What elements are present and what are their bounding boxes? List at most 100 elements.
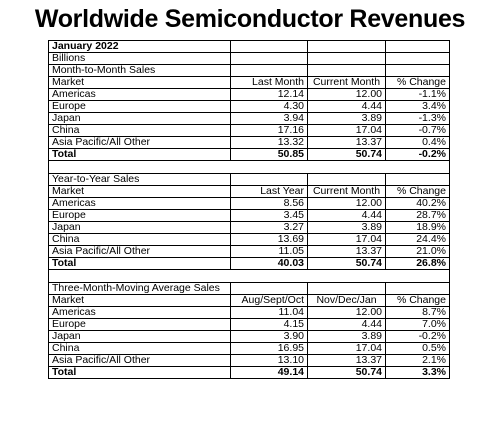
value-cell: -0.2% <box>385 330 450 343</box>
empty-cell <box>230 173 308 186</box>
value-cell: 17.04 <box>307 233 386 246</box>
value-cell: 0.4% <box>385 136 450 149</box>
table-row: Japan 3.27 3.89 18.9% <box>48 221 450 234</box>
value-cell: 13.37 <box>307 136 386 149</box>
value-cell: 3.90 <box>230 330 308 343</box>
value-cell: 13.69 <box>230 233 308 246</box>
table-row: Europe 3.45 4.44 28.7% <box>48 209 450 222</box>
section-title-row: Month-to-Month Sales <box>48 64 450 77</box>
column-header-row: Market Last Year Current Month% Change <box>48 185 450 198</box>
value-cell: 13.32 <box>230 136 308 149</box>
market-name: Americas <box>48 197 231 210</box>
value-cell: 4.15 <box>230 318 308 331</box>
column-header: Last Month <box>230 76 308 89</box>
column-header: Market <box>48 294 231 307</box>
value-cell: 7.0% <box>385 318 450 331</box>
value-cell: 12.00 <box>307 197 386 210</box>
market-name: China <box>48 342 231 355</box>
date-row: January 2022 <box>48 40 450 53</box>
table-row: Asia Pacific/All Other 11.05 13.37 21.0% <box>48 245 450 258</box>
value-cell: 3.45 <box>230 209 308 222</box>
value-cell: 28.7% <box>385 209 450 222</box>
value-cell: 11.05 <box>230 245 308 258</box>
value-cell: -0.7% <box>385 124 450 137</box>
column-header: Market <box>48 76 231 89</box>
table-row: Asia Pacific/All Other 13.32 13.37 0.4% <box>48 136 450 149</box>
total-value: -0.2% <box>385 148 450 161</box>
value-cell: -1.1% <box>385 88 450 101</box>
units-row: Billions <box>48 52 450 65</box>
total-row: Total 40.03 50.74 26.8% <box>48 257 450 270</box>
value-cell: 0.5% <box>385 342 450 355</box>
market-name: Europe <box>48 318 231 331</box>
total-row: Total 50.85 50.74 -0.2% <box>48 148 450 161</box>
market-name: Japan <box>48 112 231 125</box>
total-row: Total 49.14 50.74 3.3% <box>48 366 450 379</box>
empty-cell <box>230 64 308 77</box>
column-header: Current Month <box>307 76 386 89</box>
units-label: Billions <box>48 52 231 65</box>
total-value: 40.03 <box>230 257 308 270</box>
market-name: China <box>48 233 231 246</box>
date-label: January 2022 <box>48 40 231 53</box>
value-cell: 8.7% <box>385 306 450 319</box>
value-cell: 4.30 <box>230 100 308 113</box>
spacer-cell <box>48 269 450 283</box>
empty-cell <box>385 282 450 295</box>
market-name: Americas <box>48 306 231 319</box>
value-cell: 17.04 <box>307 124 386 137</box>
value-cell: 24.4% <box>385 233 450 246</box>
value-cell: 18.9% <box>385 221 450 234</box>
empty-cell <box>307 282 386 295</box>
market-name: Europe <box>48 209 231 222</box>
total-value: 3.3% <box>385 366 450 379</box>
table-row: Europe 4.30 4.44 3.4% <box>48 100 450 113</box>
table-row: Americas 11.04 12.00 8.7% <box>48 306 450 319</box>
value-cell: 8.56 <box>230 197 308 210</box>
table-row: China 16.95 17.04 0.5% <box>48 342 450 355</box>
empty-cell <box>230 282 308 295</box>
value-cell: -1.3% <box>385 112 450 125</box>
table-row: Americas 8.56 12.00 40.2% <box>48 197 450 210</box>
section-title: Three-Month-Moving Average Sales <box>48 282 231 295</box>
value-cell: 3.89 <box>307 330 386 343</box>
total-value: 50.85 <box>230 148 308 161</box>
column-header-row: Market Aug/Sept/Oct Nov/Dec/Jan% Change <box>48 294 450 307</box>
value-cell: 13.37 <box>307 245 386 258</box>
value-cell: 3.89 <box>307 221 386 234</box>
column-header-row: Market Last Month Current Month% Change <box>48 76 450 89</box>
total-value: 26.8% <box>385 257 450 270</box>
value-cell: 3.94 <box>230 112 308 125</box>
value-cell: 16.95 <box>230 342 308 355</box>
page-title: Worldwide Semiconductor Revenues <box>34 5 466 33</box>
value-cell: 17.04 <box>307 342 386 355</box>
total-value: 49.14 <box>230 366 308 379</box>
market-name: Americas <box>48 88 231 101</box>
empty-cell <box>385 173 450 186</box>
section-title-row: Year-to-Year Sales <box>48 173 450 186</box>
value-cell: 4.44 <box>307 100 386 113</box>
market-name: Japan <box>48 330 231 343</box>
market-name: Asia Pacific/All Other <box>48 245 231 258</box>
spacer-cell <box>48 160 450 174</box>
empty-cell <box>307 64 386 77</box>
table-row: Americas 12.14 12.00 -1.1% <box>48 88 450 101</box>
value-cell: 12.00 <box>307 88 386 101</box>
column-header: % Change <box>385 294 450 307</box>
total-value: 50.74 <box>307 148 386 161</box>
value-cell: 21.0% <box>385 245 450 258</box>
column-header: % Change <box>385 185 450 198</box>
value-cell: 12.14 <box>230 88 308 101</box>
value-cell: 12.00 <box>307 306 386 319</box>
value-cell: 3.27 <box>230 221 308 234</box>
table-row: China 17.16 17.04 -0.7% <box>48 124 450 137</box>
market-name: Europe <box>48 100 231 113</box>
value-cell: 13.10 <box>230 354 308 367</box>
market-name: Japan <box>48 221 231 234</box>
total-value: 50.74 <box>307 257 386 270</box>
value-cell: 4.44 <box>307 209 386 222</box>
section-spacer <box>48 160 450 174</box>
value-cell: 17.16 <box>230 124 308 137</box>
column-header: Market <box>48 185 231 198</box>
value-cell: 40.2% <box>385 197 450 210</box>
